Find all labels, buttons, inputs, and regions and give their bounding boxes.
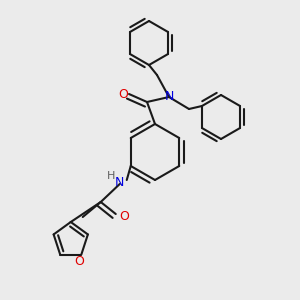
Text: N: N (115, 176, 124, 188)
Text: O: O (118, 88, 128, 100)
Text: O: O (74, 255, 84, 268)
Text: H: H (106, 171, 115, 181)
Text: O: O (119, 211, 129, 224)
Text: N: N (164, 89, 174, 103)
